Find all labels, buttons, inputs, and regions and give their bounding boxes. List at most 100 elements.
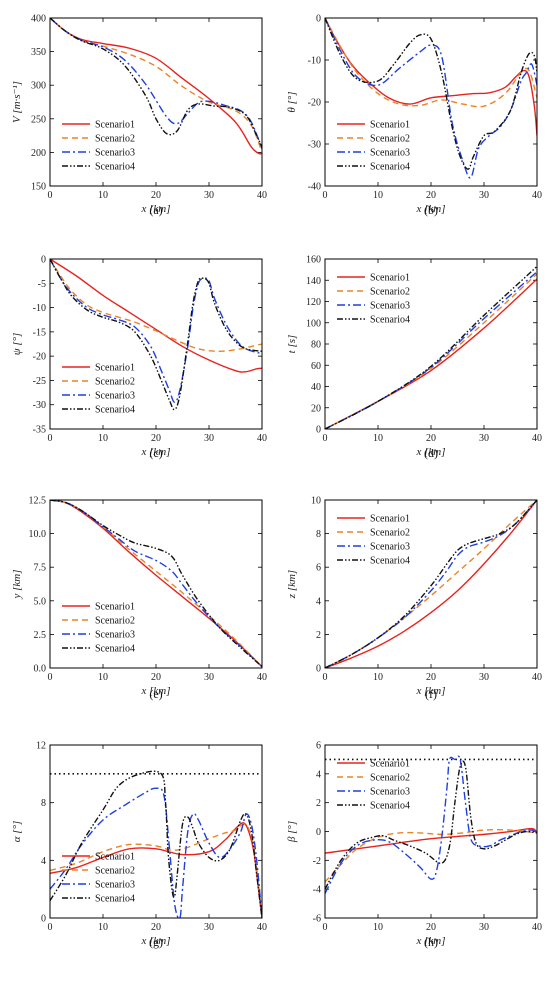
series-line-2 (325, 18, 537, 108)
legend-entry: Scenario3 (95, 391, 135, 402)
x-tick-label: 30 (479, 190, 489, 201)
x-tick-label: 40 (532, 672, 542, 683)
series-line-3 (50, 259, 262, 403)
x-tick-label: 40 (257, 433, 267, 444)
y-tick-label: 10 (311, 496, 321, 507)
y-tick-label: 8 (41, 798, 46, 809)
y-tick-label: 10.0 (29, 529, 47, 540)
y-axis-label: t [s] (286, 335, 298, 354)
series-line-4 (325, 760, 537, 890)
legend-entry: Scenario3 (95, 148, 135, 159)
series-group (325, 265, 537, 429)
x-axis-label: x [km] (415, 203, 445, 215)
legend-entry: Scenario2 (95, 866, 135, 877)
plot-frame (324, 17, 538, 187)
x-tick-label: 40 (532, 190, 542, 201)
legend-entry: Scenario3 (95, 630, 135, 641)
y-tick-label: 2 (316, 630, 321, 641)
x-tick-label: 20 (151, 190, 161, 201)
y-tick-label: 2.5 (34, 630, 47, 641)
y-tick-label: 100 (306, 318, 321, 329)
x-tick-label: 40 (532, 922, 542, 933)
y-tick-label: 160 (306, 255, 321, 266)
panel-caption: (c) (149, 446, 162, 460)
legend-entry: Scenario2 (95, 134, 135, 145)
x-tick-label: 10 (98, 433, 108, 444)
y-tick-label: 300 (31, 81, 46, 92)
x-tick-label: 30 (204, 190, 214, 201)
legend-entry: Scenario3 (95, 880, 135, 891)
y-tick-label: 12.5 (29, 496, 47, 507)
y-tick-label: 20 (311, 403, 321, 414)
y-tick-label: 4 (41, 856, 46, 867)
y-tick-label: 40 (311, 382, 321, 393)
panel-f: 0 10 20 30 40 0 2 4 6 8 10 Scenario1 Scenario2 Scenar… (286, 496, 542, 702)
x-tick-label: 20 (426, 672, 436, 683)
series-line-3 (50, 18, 262, 150)
y-axis-label: ψ [°] (11, 333, 23, 356)
y-tick-label: 6 (316, 741, 321, 752)
x-tick-label: 20 (426, 190, 436, 201)
y-tick-label: 0 (41, 914, 46, 925)
x-tick-label: 40 (257, 922, 267, 933)
series-line-2 (325, 500, 537, 668)
legend-entry: Scenario4 (370, 801, 410, 812)
y-tick-label: -2 (313, 856, 321, 867)
y-tick-label: 6 (316, 563, 321, 574)
plot-frame (324, 744, 538, 919)
y-tick-label: 7.5 (34, 563, 47, 574)
x-tick-label: 0 (323, 433, 328, 444)
legend-entry: Scenario4 (95, 894, 135, 905)
panel-caption: (g) (149, 935, 163, 949)
y-tick-label: -25 (33, 376, 46, 387)
series-group (50, 259, 262, 411)
legend-entry: Scenario4 (370, 556, 410, 567)
y-tick-label: 4 (316, 769, 321, 780)
x-tick-label: 10 (373, 672, 383, 683)
legend-entry: Scenario2 (95, 616, 135, 627)
legend-entry: Scenario3 (370, 301, 410, 312)
x-axis-label: x [km] (415, 685, 445, 697)
legend-entry: Scenario3 (370, 787, 410, 798)
legend-entry: Scenario2 (95, 377, 135, 388)
x-tick-label: 0 (48, 433, 53, 444)
y-tick-label: 4 (316, 596, 321, 607)
series-line-2 (325, 829, 537, 883)
y-axis-label: β [°] (286, 821, 298, 843)
x-tick-label: 0 (323, 672, 328, 683)
x-tick-label: 30 (479, 672, 489, 683)
series-line-3 (325, 755, 537, 894)
y-tick-label: -30 (33, 400, 46, 411)
y-tick-label: 12 (36, 741, 46, 752)
x-axis-label: x [km] (140, 446, 170, 458)
x-tick-label: 40 (257, 672, 267, 683)
plot-frame (49, 258, 263, 430)
x-tick-label: 10 (373, 433, 383, 444)
panel-caption: (h) (424, 935, 438, 949)
x-tick-label: 10 (98, 672, 108, 683)
y-tick-label: 5.0 (34, 596, 47, 607)
y-tick-label: -10 (33, 303, 46, 314)
series-line-4 (325, 18, 537, 170)
panel-caption: (b) (424, 203, 438, 217)
y-axis-label: V [m·s⁻¹] (11, 81, 23, 123)
panel-g: 0 10 20 30 40 0 4 8 12 Scenario1 Scenario2 Scenario… (11, 741, 267, 950)
series-line-4 (325, 500, 537, 668)
series-line-4 (325, 265, 537, 429)
y-tick-label: 250 (31, 114, 46, 125)
y-tick-label: 2 (316, 798, 321, 809)
x-tick-label: 30 (479, 433, 489, 444)
y-tick-label: 0 (316, 827, 321, 838)
x-tick-label: 20 (426, 433, 436, 444)
x-tick-label: 30 (204, 922, 214, 933)
series-line-4 (50, 259, 262, 411)
y-tick-label: -6 (313, 914, 321, 925)
series-line-3 (325, 500, 537, 668)
x-tick-label: 20 (151, 922, 161, 933)
legend-entry: Scenario1 (370, 120, 410, 131)
panel-caption: (a) (149, 203, 162, 217)
x-tick-label: 20 (426, 922, 436, 933)
plot-frame (324, 258, 538, 430)
series-line-1 (50, 18, 262, 155)
